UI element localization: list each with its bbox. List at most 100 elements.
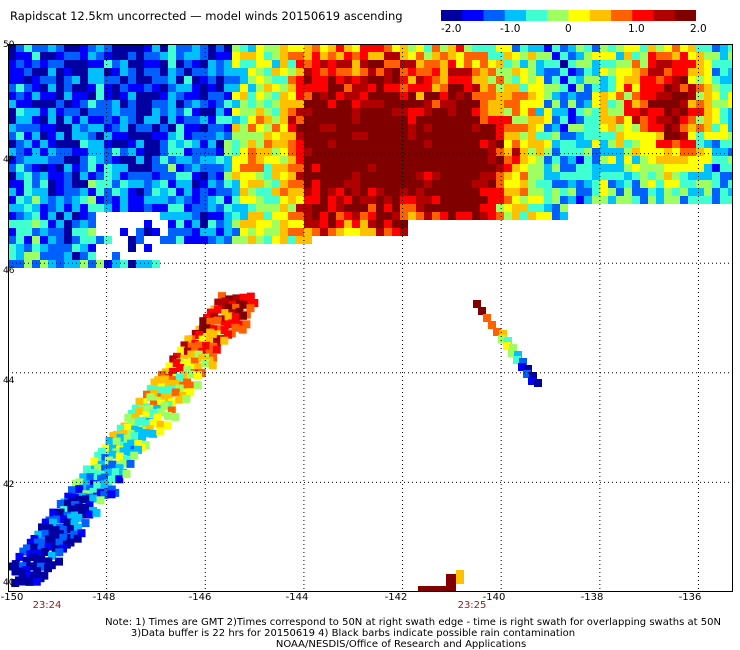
- wind-cell: [152, 92, 160, 100]
- wind-cell: [48, 220, 56, 228]
- wind-cell: [696, 140, 704, 148]
- wind-cell: [584, 52, 592, 60]
- wind-cell: [656, 44, 664, 52]
- wind-cell: [224, 330, 232, 339]
- wind-cell: [104, 116, 112, 124]
- wind-cell: [32, 196, 40, 204]
- wind-cell: [448, 84, 456, 92]
- wind-cell: [80, 92, 88, 100]
- wind-cell: [63, 518, 72, 527]
- wind-cell: [85, 510, 94, 519]
- wind-cell: [392, 220, 400, 228]
- wind-cell: [464, 172, 472, 180]
- wind-cell: [232, 236, 240, 244]
- wind-cell: [408, 68, 416, 76]
- wind-cell: [632, 164, 640, 172]
- wind-cell: [304, 140, 312, 148]
- wind-cell: [424, 124, 432, 132]
- wind-cell: [232, 68, 240, 76]
- wind-cell: [56, 164, 64, 172]
- wind-cell: [552, 164, 560, 172]
- wind-cell: [59, 525, 68, 534]
- wind-cell: [160, 196, 168, 204]
- x-tick-label: -142: [384, 592, 408, 603]
- wind-cell: [480, 44, 488, 52]
- wind-cell: [296, 172, 304, 180]
- wind-cell: [105, 437, 114, 445]
- wind-cell: [648, 188, 656, 196]
- wind-cell: [504, 196, 512, 204]
- wind-cell: [376, 180, 384, 188]
- wind-cell: [656, 52, 664, 60]
- wind-cell: [536, 124, 544, 132]
- wind-cell: [56, 92, 64, 100]
- wind-cell: [480, 180, 488, 188]
- wind-cell: [400, 76, 408, 84]
- wind-cell: [32, 68, 40, 76]
- wind-cell: [408, 52, 416, 60]
- wind-cell: [568, 108, 576, 116]
- wind-cell: [496, 60, 504, 68]
- wind-cell: [192, 140, 200, 148]
- wind-cell: [696, 84, 704, 92]
- wind-cell: [656, 132, 664, 140]
- wind-cell: [232, 294, 241, 303]
- wind-cell: [256, 188, 264, 196]
- wind-cell: [136, 236, 144, 244]
- wind-cell: [240, 164, 248, 172]
- wind-cell: [22, 556, 31, 565]
- wind-cell: [688, 172, 696, 180]
- wind-cell: [33, 567, 42, 576]
- wind-cell: [696, 44, 704, 52]
- wind-cell: [160, 172, 168, 180]
- wind-cell: [296, 204, 304, 212]
- wind-cell: [216, 156, 224, 164]
- wind-cell: [168, 156, 176, 164]
- wind-cell: [720, 100, 728, 108]
- wind-cell: [480, 188, 488, 196]
- wind-cell: [256, 84, 264, 92]
- wind-cell: [688, 52, 696, 60]
- wind-cell: [288, 60, 296, 68]
- wind-cell: [576, 52, 584, 60]
- x-tick-label: -144: [285, 592, 309, 603]
- wind-cell: [312, 52, 320, 60]
- colorbar-swatch: [504, 10, 527, 21]
- wind-cell: [504, 44, 512, 52]
- wind-cell: [312, 68, 320, 76]
- wind-cell: [528, 68, 536, 76]
- wind-cell: [600, 180, 608, 188]
- wind-cell: [608, 196, 616, 204]
- wind-cell: [48, 76, 56, 84]
- wind-cell: [384, 68, 392, 76]
- wind-cell: [80, 196, 88, 204]
- wind-cell: [272, 220, 280, 228]
- wind-cell: [72, 164, 80, 172]
- wind-cell: [384, 172, 392, 180]
- wind-cell: [672, 196, 680, 204]
- wind-cell: [704, 172, 712, 180]
- wind-cell: [176, 140, 184, 148]
- wind-cell: [88, 172, 96, 180]
- wind-cell: [48, 68, 56, 76]
- wind-cell: [600, 60, 608, 68]
- wind-cell: [712, 60, 720, 68]
- wind-cell: [272, 148, 280, 156]
- wind-cell: [352, 196, 360, 204]
- wind-cell: [616, 92, 624, 100]
- wind-cell: [56, 228, 64, 236]
- wind-cell: [248, 228, 256, 236]
- wind-cell: [72, 60, 80, 68]
- wind-cell: [208, 44, 216, 52]
- wind-cell: [416, 140, 424, 148]
- wind-cell: [83, 465, 91, 474]
- wind-cell: [160, 164, 168, 172]
- wind-cell: [456, 148, 464, 156]
- wind-cell: [728, 172, 733, 180]
- wind-cell: [544, 164, 552, 172]
- wind-cell: [544, 124, 552, 132]
- wind-cell: [584, 196, 592, 204]
- wind-cell: [176, 116, 184, 124]
- wind-cell: [96, 124, 104, 132]
- colorbar-label: 1.0: [628, 23, 645, 35]
